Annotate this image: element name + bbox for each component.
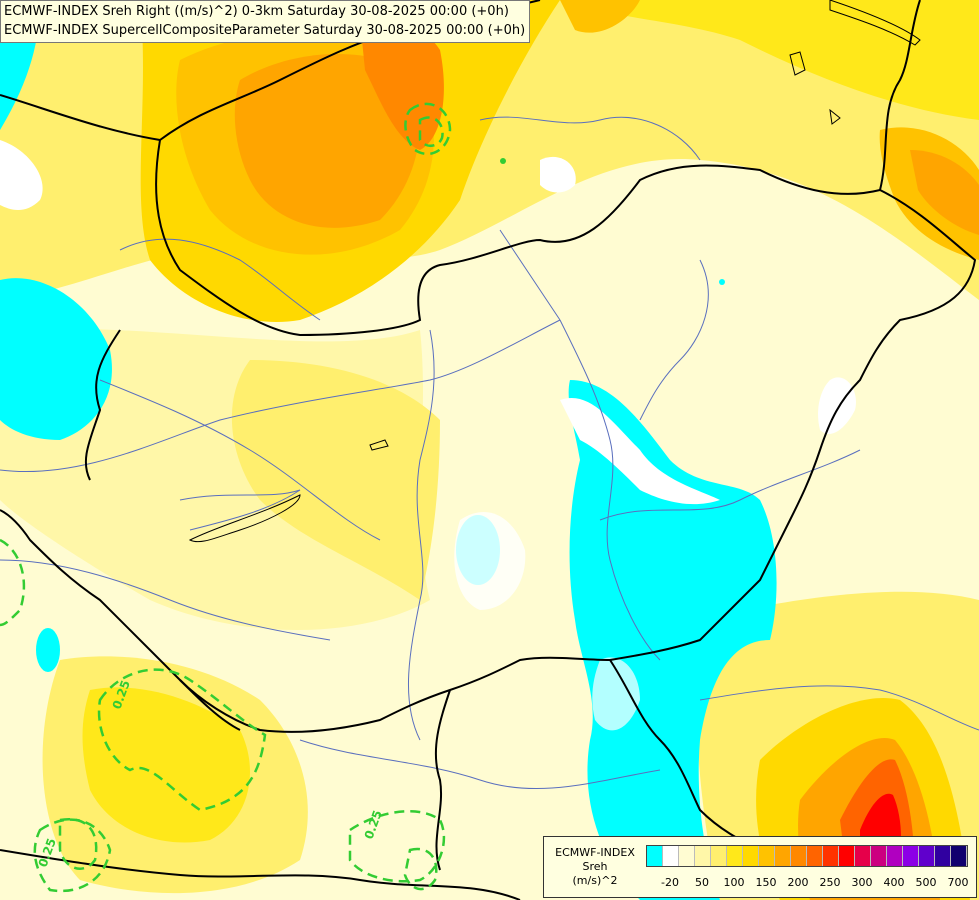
legend-tick-label: 400 — [883, 876, 905, 889]
legend-swatch — [823, 846, 839, 866]
lakes — [188, 0, 921, 543]
legend-swatch — [903, 846, 919, 866]
legend-swatch — [759, 846, 775, 866]
legend-swatch — [743, 846, 759, 866]
legend-swatch — [647, 846, 663, 866]
legend-tick-label: 300 — [851, 876, 873, 889]
legend-swatch — [663, 846, 679, 866]
scp-marker — [500, 158, 506, 164]
legend-swatch — [679, 846, 695, 866]
cyan-marker — [719, 279, 725, 285]
rivers — [0, 116, 979, 790]
title-line-sreh: ECMWF-INDEX Sreh Right ((m/s)^2) 0-3km S… — [4, 4, 509, 19]
scp-contours — [0, 102, 452, 893]
legend-swatch — [807, 846, 823, 866]
legend-swatch — [887, 846, 903, 866]
legend-source: ECMWF-INDEX — [555, 846, 635, 859]
legend-swatch — [951, 846, 967, 866]
legend-title: ECMWF-INDEX Sreh (m/s)^2 — [550, 846, 640, 888]
legend-swatch — [935, 846, 951, 866]
legend-swatch — [791, 846, 807, 866]
legend-swatch — [919, 846, 935, 866]
legend-unit: (m/s)^2 — [572, 874, 618, 887]
legend-swatch — [775, 846, 791, 866]
legend-tick-label: 250 — [819, 876, 841, 889]
legend-tick-label: 100 — [723, 876, 745, 889]
legend-tick-label: 200 — [787, 876, 809, 889]
title-line-scp: ECMWF-INDEX SupercellCompositeParameter … — [4, 23, 526, 38]
legend-tick-label: 50 — [695, 876, 709, 889]
legend-swatches — [646, 845, 968, 867]
legend-swatch — [871, 846, 887, 866]
legend-swatch — [695, 846, 711, 866]
color-legend: ECMWF-INDEX Sreh (m/s)^2 -20 50 100 150 200 2… — [543, 836, 977, 898]
legend-ticks: -20 50 100 150 200 250 300 400 500 700 — [646, 876, 976, 890]
legend-variable: Sreh — [582, 860, 608, 873]
legend-swatch — [727, 846, 743, 866]
legend-tick-label: 500 — [915, 876, 937, 889]
legend-swatch — [711, 846, 727, 866]
map-title-box: ECMWF-INDEX Sreh Right ((m/s)^2) 0-3km S… — [0, 0, 531, 43]
legend-swatch — [839, 846, 855, 866]
legend-tick-label: 150 — [755, 876, 777, 889]
legend-tick-label: 700 — [947, 876, 969, 889]
legend-swatch — [855, 846, 871, 866]
legend-tick-label: -20 — [661, 876, 679, 889]
